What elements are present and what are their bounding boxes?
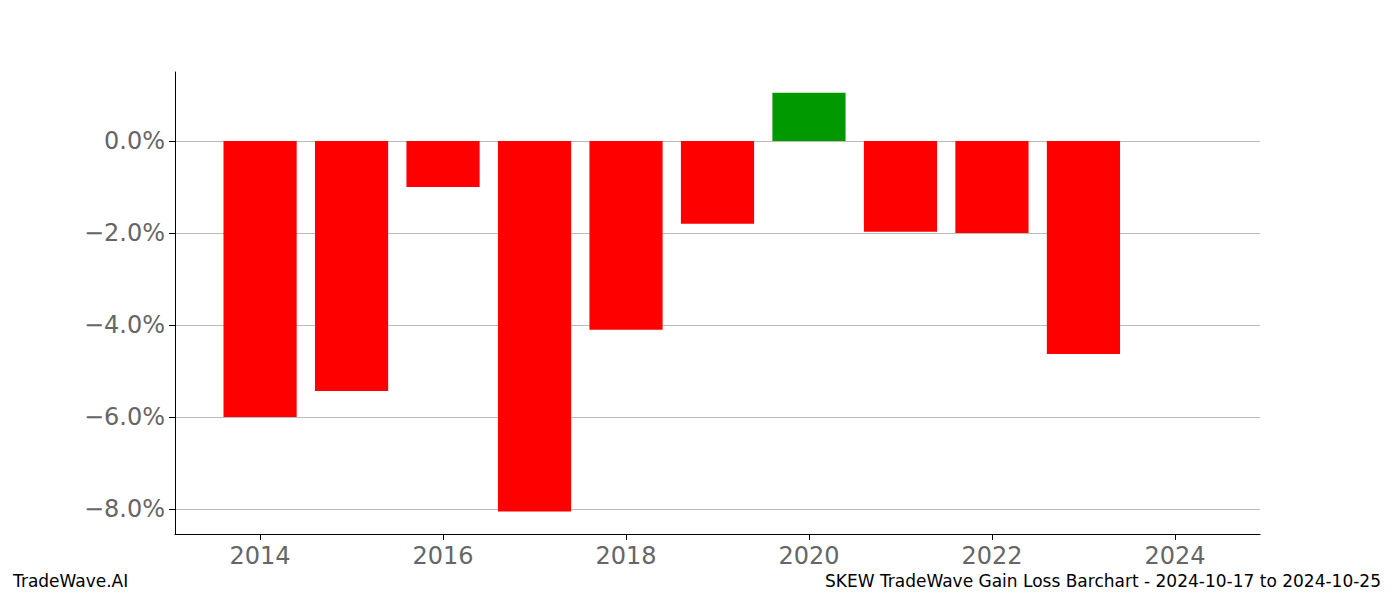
svg-text:2024: 2024: [1144, 542, 1205, 570]
svg-text:2020: 2020: [778, 542, 839, 570]
svg-text:−6.0%: −6.0%: [84, 403, 165, 431]
svg-text:2022: 2022: [961, 542, 1022, 570]
svg-text:TradeWave.AI: TradeWave.AI: [12, 571, 128, 591]
svg-text:SKEW TradeWave Gain Loss Barch: SKEW TradeWave Gain Loss Barchart - 2024…: [825, 571, 1381, 591]
svg-text:2014: 2014: [230, 542, 291, 570]
svg-text:0.0%: 0.0%: [104, 127, 165, 155]
svg-text:−8.0%: −8.0%: [84, 495, 165, 523]
svg-text:−4.0%: −4.0%: [84, 311, 165, 339]
svg-text:2016: 2016: [413, 542, 474, 570]
svg-text:−2.0%: −2.0%: [84, 219, 165, 247]
svg-text:2018: 2018: [595, 542, 656, 570]
